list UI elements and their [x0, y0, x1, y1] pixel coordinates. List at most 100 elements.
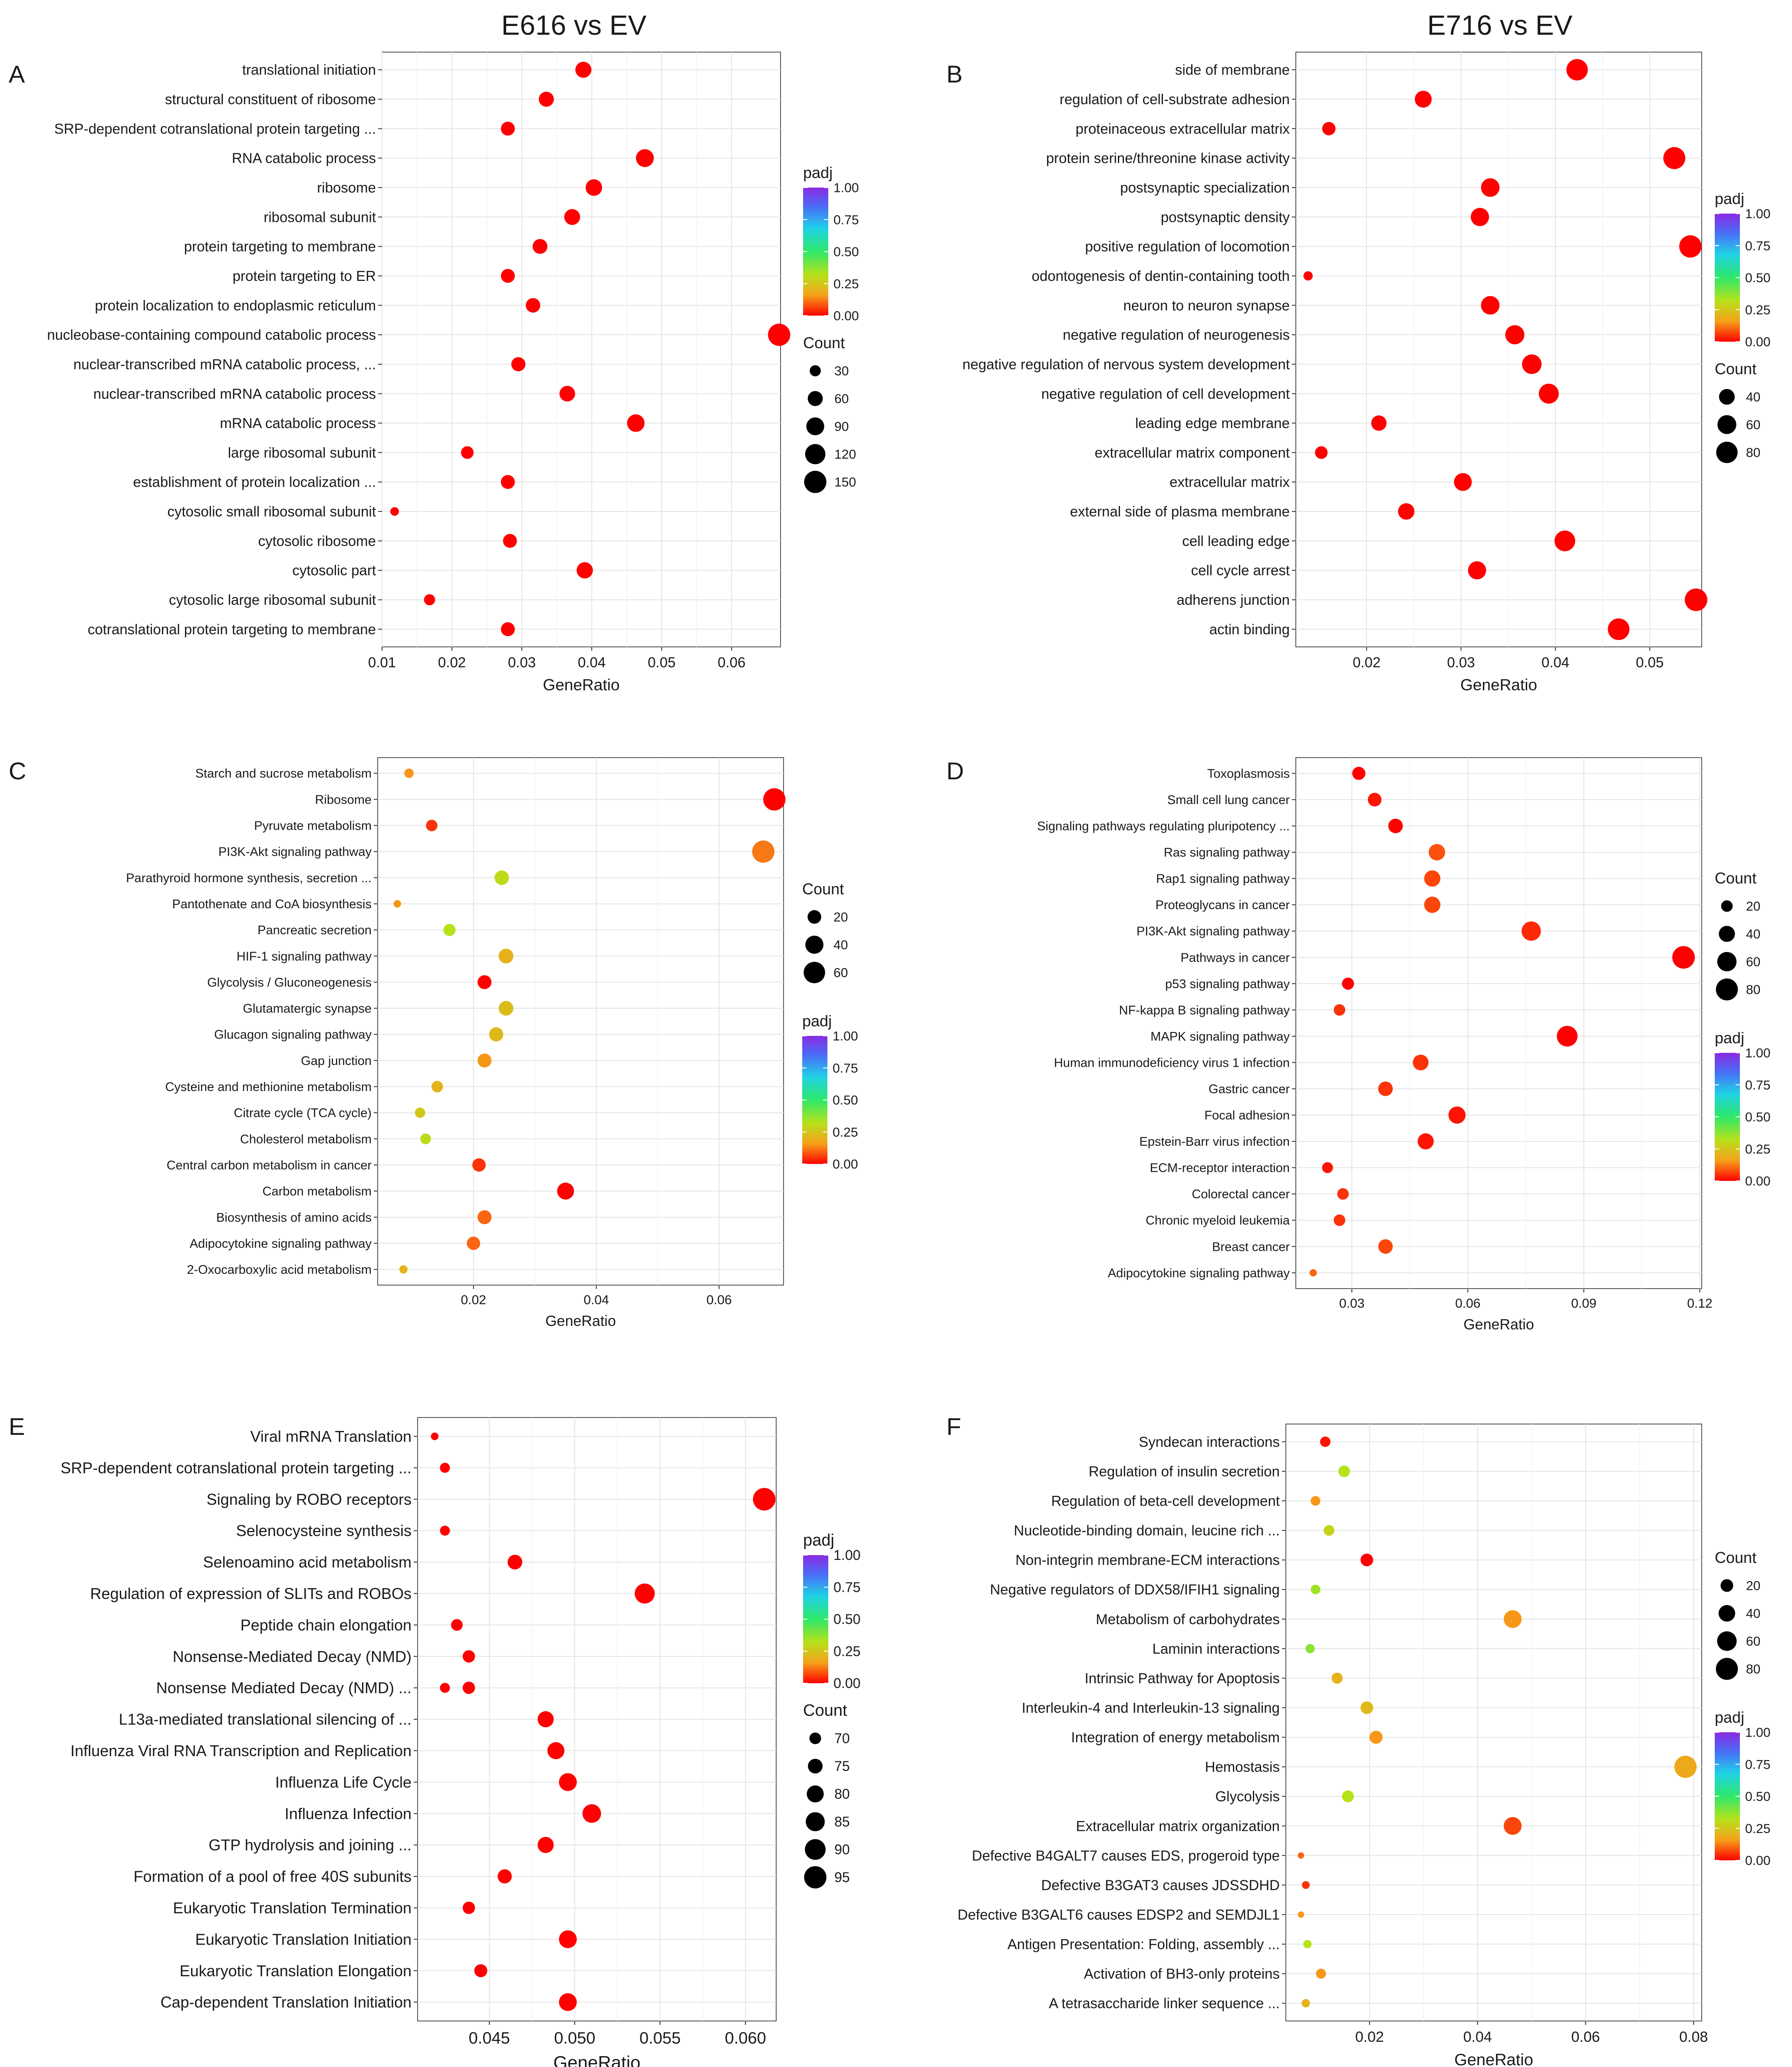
colorbar-tick-label: 0.75: [1745, 1078, 1770, 1092]
grid-lines: [382, 52, 781, 647]
count-legend-label: 40: [833, 938, 848, 953]
y-tick-label: Central carbon metabolism in cancer: [167, 1158, 372, 1172]
y-tick-label: extracellular matrix: [1169, 474, 1290, 490]
padj-legend-title: padj: [1715, 1708, 1744, 1726]
y-tick-label: protein targeting to ER: [233, 268, 376, 284]
count-legend-dot: [810, 365, 821, 376]
count-legend-dot: [807, 910, 821, 924]
colorbar-tick-label: 1.00: [833, 1547, 860, 1563]
data-point: [1303, 271, 1313, 281]
y-tick-label: Pantothenate and CoA biosynthesis: [172, 897, 372, 911]
count-legend-label: 60: [1746, 955, 1760, 969]
data-point: [1334, 1004, 1345, 1016]
plot-area: [1295, 52, 1702, 647]
data-point: [559, 1930, 577, 1948]
data-point: [753, 1488, 776, 1511]
x-tick-label: 0.02: [1355, 2029, 1384, 2045]
data-point: [1413, 1055, 1429, 1071]
y-tick-label: Focal adhesion: [1204, 1109, 1290, 1123]
count-legend-dot: [804, 962, 825, 983]
data-point: [526, 298, 540, 313]
plot-area: [1285, 1424, 1702, 2021]
data-point: [1316, 1968, 1326, 1979]
data-point: [1324, 1525, 1334, 1536]
data-point: [559, 1993, 577, 2011]
y-tick-label: positive regulation of locomotion: [1085, 238, 1290, 254]
y-tick-label: Antigen Presentation: Folding, assembly …: [1008, 1936, 1280, 1952]
y-tick-label: Glycolysis / Gluconeogenesis: [207, 976, 372, 989]
panel-D: D Toxoplasmosis Small cell lung cancer Sign…: [946, 757, 1770, 1333]
count-legend-label: 95: [834, 1869, 850, 1885]
colorbar-tick-label: 1.00: [1745, 207, 1770, 221]
x-tick-label: 0.045: [469, 2029, 510, 2047]
data-point: [575, 62, 592, 78]
data-point: [1334, 1214, 1345, 1226]
y-tick-label: cytosolic large ribosomal subunit: [169, 592, 376, 608]
y-tick-label: Extracellular matrix organization: [1076, 1818, 1280, 1834]
count-legend-title: Count: [1715, 869, 1756, 887]
count-legend-label: 20: [1746, 900, 1760, 914]
data-point: [1305, 1644, 1315, 1654]
count-legend-label: 40: [1746, 1607, 1760, 1621]
colorbar-tick-label: 0.75: [833, 213, 859, 227]
data-point: [539, 92, 554, 107]
y-tick-label: extracellular matrix component: [1095, 445, 1290, 461]
y-tick-label: Peptide chain elongation: [240, 1616, 412, 1634]
panel-C: C Starch and sucrose metabolism Ribosome Py…: [9, 757, 858, 1329]
colorbar-tick-label: 0.50: [833, 1612, 860, 1627]
count-legend-dot: [804, 471, 827, 493]
y-tick-label: Cholesterol metabolism: [240, 1132, 372, 1146]
count-legend-label: 40: [1746, 927, 1760, 942]
data-point: [393, 900, 401, 908]
y-tick-label: Signaling by ROBO receptors: [207, 1490, 412, 1508]
data-point: [489, 1027, 504, 1042]
count-legend-title: Count: [803, 1701, 847, 1720]
count-legend-dot: [809, 1732, 821, 1744]
data-point: [443, 923, 456, 936]
data-point: [415, 1108, 425, 1118]
count-legend-dot: [1719, 926, 1735, 942]
colorbar-tick-label: 0.00: [1745, 1854, 1770, 1868]
x-axis-label: GeneRatio: [545, 1313, 616, 1329]
count-legend-dot: [807, 391, 823, 406]
colorbar-tick-label: 0.50: [1745, 1110, 1770, 1124]
y-tick-label: regulation of cell-substrate adhesion: [1060, 91, 1290, 107]
data-point: [426, 820, 438, 831]
data-point: [1371, 415, 1387, 431]
y-tick-label: Pancreatic secretion: [257, 923, 372, 937]
data-point: [467, 1236, 481, 1250]
data-point: [585, 179, 603, 196]
y-tick-label: Human immunodeficiency virus 1 infection: [1054, 1056, 1290, 1070]
x-tick-label: 0.04: [583, 1293, 609, 1307]
data-point: [635, 1583, 655, 1604]
data-point: [1337, 1188, 1349, 1200]
y-tick-label: RNA catabolic process: [232, 150, 376, 166]
y-tick-label: Adipocytokine signaling pathway: [190, 1237, 372, 1251]
y-tick-label: Gastric cancer: [1209, 1082, 1290, 1096]
x-tick-label: 0.09: [1571, 1296, 1596, 1311]
count-legend-label: 60: [1746, 418, 1760, 432]
count-legend-dot: [1716, 1658, 1738, 1680]
data-point: [404, 768, 414, 778]
y-tick-label: actin binding: [1209, 621, 1290, 637]
data-point: [1505, 325, 1525, 345]
count-legend-dot: [804, 1866, 827, 1889]
x-tick-label: 0.05: [1636, 654, 1664, 670]
count-legend-dot: [1718, 1605, 1736, 1622]
data-point: [1424, 870, 1441, 887]
data-points: [1303, 59, 1707, 640]
y-tick-label: Hemostasis: [1205, 1759, 1280, 1775]
plot-area: [382, 52, 781, 647]
data-point: [420, 1133, 431, 1144]
y-tick-label: Negative regulators of DDX58/IFIH1 signa…: [990, 1582, 1280, 1598]
y-tick-label: negative regulation of neurogenesis: [1063, 327, 1290, 343]
data-point: [1481, 178, 1500, 197]
colorbar-tick-label: 0.75: [833, 1579, 860, 1595]
colorbar-tick-label: 0.50: [833, 1093, 858, 1108]
data-points: [393, 768, 786, 1274]
x-tick-label: 0.050: [554, 2029, 595, 2047]
data-point: [1378, 1239, 1393, 1254]
y-tick-label: mRNA catabolic process: [220, 415, 376, 431]
y-tick-label: nucleobase-containing compound catabolic…: [47, 327, 376, 343]
